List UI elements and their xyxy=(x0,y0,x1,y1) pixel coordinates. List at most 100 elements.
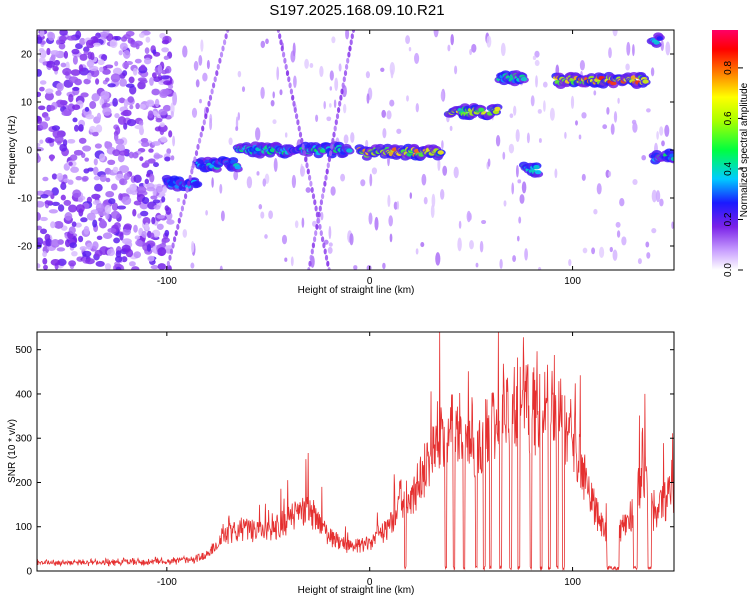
heatmap-cell xyxy=(37,225,42,231)
heatmap-cell xyxy=(204,113,208,120)
heatmap-cell xyxy=(112,97,118,107)
heatmap-cell xyxy=(119,165,130,174)
colorbar-tick-label: 0.0 xyxy=(723,263,734,277)
heatmap-cell xyxy=(308,260,312,267)
heatmap-cell xyxy=(86,59,95,68)
heatmap-cell xyxy=(341,82,345,89)
heatmap-cell xyxy=(135,239,143,246)
heatmap-cell xyxy=(534,50,540,58)
heatmap-cell xyxy=(149,77,154,86)
heatmap-cell xyxy=(323,101,326,110)
heatmap-cell xyxy=(609,246,613,253)
heatmap-cell xyxy=(223,39,227,46)
heatmap-cell xyxy=(209,117,213,131)
heatmap-cell xyxy=(79,37,86,46)
heatmap-cell xyxy=(328,225,332,240)
heatmap-cell xyxy=(176,223,180,230)
heatmap-cell xyxy=(74,222,82,228)
heatmap-cell xyxy=(237,70,242,78)
heatmap-cell xyxy=(665,41,671,56)
heatmap-cell xyxy=(159,122,165,128)
heatmap-cell xyxy=(105,190,115,198)
heatmap-cell xyxy=(84,106,90,112)
heatmap-cell xyxy=(305,162,309,169)
heatmap-cell xyxy=(596,183,602,195)
heatmap-cell xyxy=(37,263,41,269)
heatmap-cell xyxy=(467,212,472,221)
x-tick-label: 100 xyxy=(564,577,581,588)
heatmap-cell xyxy=(524,248,528,261)
heatmap-cell xyxy=(110,73,121,83)
heatmap-cell xyxy=(575,120,578,126)
heatmap-cell xyxy=(368,212,373,225)
heatmap-cell xyxy=(409,192,413,199)
heatmap-cell xyxy=(151,216,156,225)
heatmap-cell xyxy=(196,143,200,150)
heatmap-cell xyxy=(304,58,309,69)
heatmap-cell xyxy=(340,173,346,182)
heatmap-cell xyxy=(75,204,85,213)
heatmap-cell xyxy=(310,187,314,193)
heatmap-cell xyxy=(343,134,349,144)
heatmap-cell xyxy=(117,154,125,163)
heatmap-cell xyxy=(396,128,402,134)
heatmap-cell xyxy=(188,174,192,181)
heatmap-cell xyxy=(78,124,84,132)
heatmap-cell xyxy=(56,247,66,252)
heatmap-cell xyxy=(161,39,170,45)
heatmap-cell xyxy=(518,216,522,224)
heatmap-cell xyxy=(102,232,113,240)
heatmap-cell xyxy=(210,88,214,95)
heatmap-cell xyxy=(39,121,49,130)
heatmap-cell xyxy=(526,132,530,144)
heatmap-cell xyxy=(60,182,67,190)
heatmap-cell xyxy=(42,257,48,265)
heatmap-cell xyxy=(138,32,145,38)
heatmap-cell xyxy=(296,119,300,126)
heatmap-cell xyxy=(626,41,631,56)
heatmap-cell xyxy=(509,113,514,119)
heatmap-cell xyxy=(305,187,311,193)
heatmap-cell xyxy=(157,263,167,270)
heatmap-cell xyxy=(293,107,297,113)
heatmap-cell xyxy=(521,181,527,194)
heatmap-cell xyxy=(157,64,163,74)
heatmap-cell xyxy=(642,79,649,84)
heatmap-cell xyxy=(128,151,134,159)
heatmap-cell xyxy=(129,104,134,110)
heatmap-cell xyxy=(659,126,664,136)
heatmap-cell xyxy=(100,218,106,226)
heatmap-cell xyxy=(533,164,540,170)
heatmap-cell xyxy=(123,172,130,180)
heatmap-cell xyxy=(134,58,142,64)
heatmap-cell xyxy=(621,236,627,246)
heatmap-cell xyxy=(390,69,394,79)
heatmap-cell xyxy=(454,65,458,75)
heatmap-cell xyxy=(340,88,344,95)
heatmap-cell xyxy=(57,204,65,212)
heatmap-cell xyxy=(50,239,60,248)
heatmap-cell xyxy=(136,185,147,194)
heatmap-cell xyxy=(85,258,95,265)
heatmap-cell xyxy=(520,76,528,82)
heatmap-cell xyxy=(599,246,605,259)
heatmap-cell xyxy=(612,30,618,37)
heatmap-cell xyxy=(46,105,56,111)
heatmap-cell xyxy=(441,140,444,150)
heatmap-cell xyxy=(172,135,176,147)
heatmap-cell xyxy=(57,258,67,266)
heatmap-cell xyxy=(315,114,319,123)
heatmap-cell xyxy=(44,116,51,122)
heatmap-cell xyxy=(44,92,55,101)
heatmap-cell xyxy=(202,119,206,126)
heatmap-cell xyxy=(300,137,304,144)
heatmap-cell xyxy=(123,223,132,230)
heatmap-cell xyxy=(582,247,588,254)
heatmap-cell xyxy=(144,47,150,54)
heatmap-cell xyxy=(442,165,448,176)
heatmap-cell xyxy=(330,186,336,196)
heatmap-cell xyxy=(283,57,287,64)
heatmap-cell xyxy=(351,30,356,33)
heatmap-cell xyxy=(78,64,84,72)
